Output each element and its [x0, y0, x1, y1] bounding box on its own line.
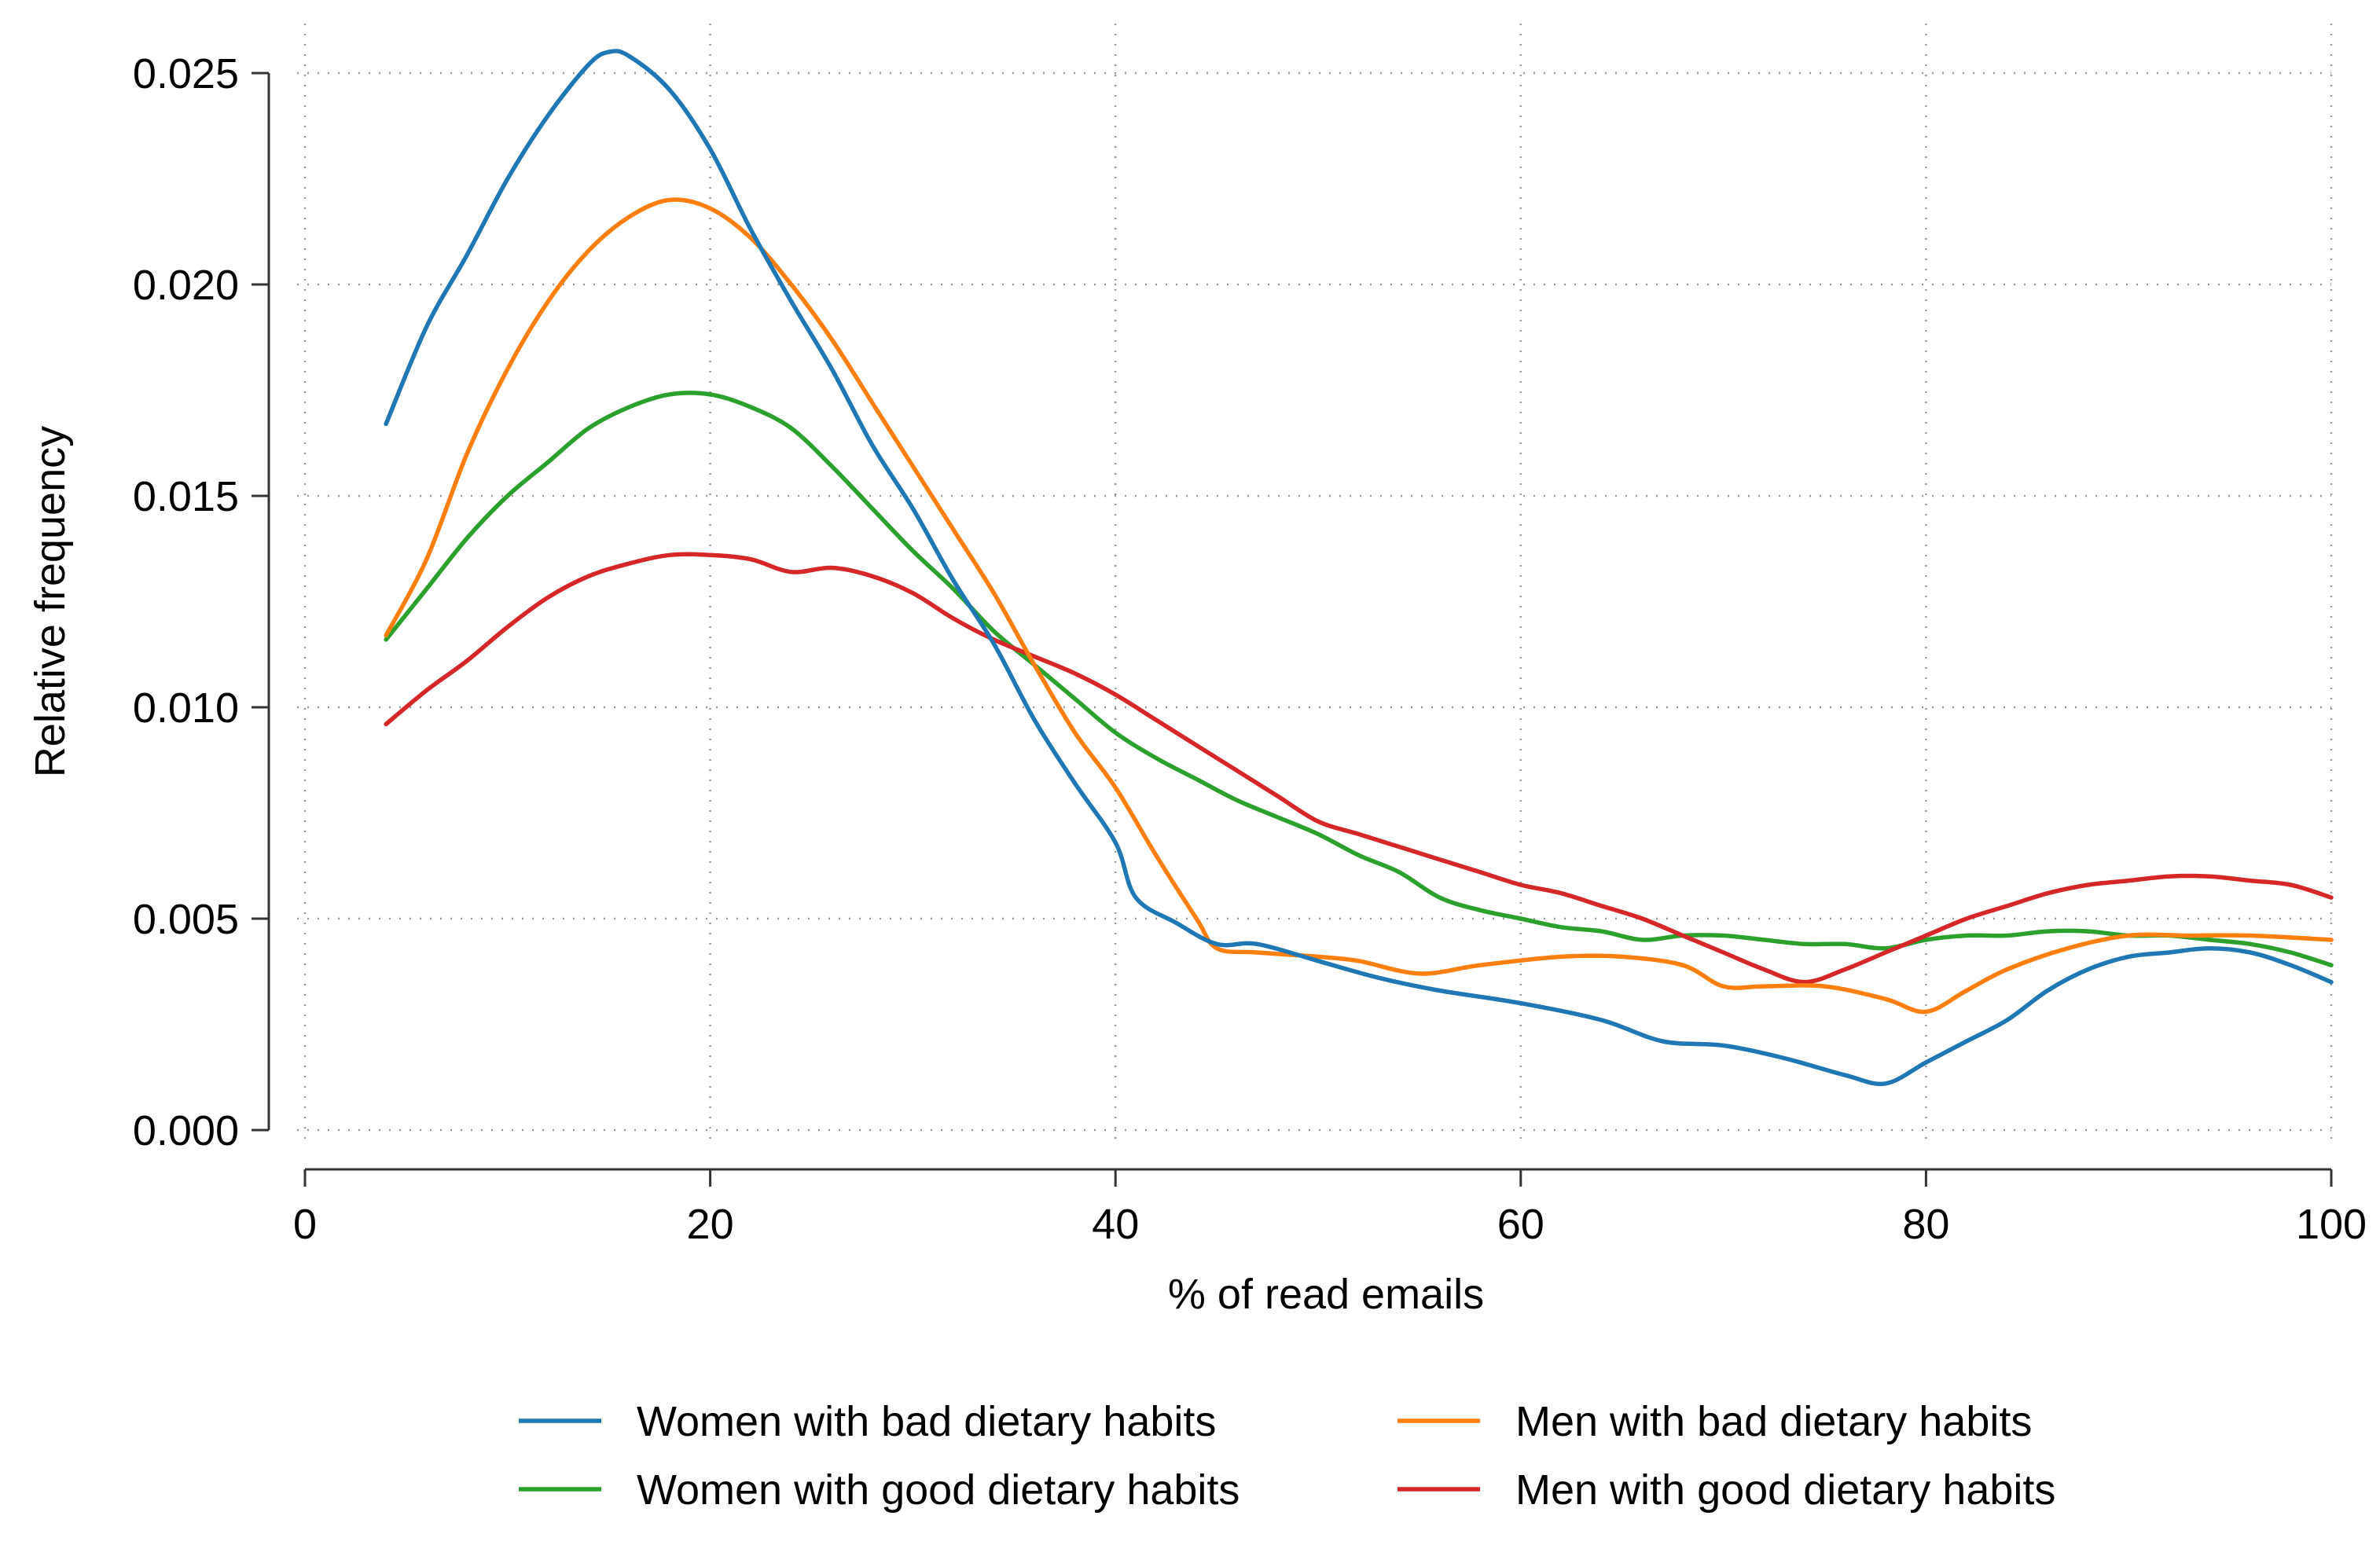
series-line-2: [384, 391, 2334, 967]
x-tick-label: 80: [1902, 1201, 1949, 1248]
y-tick-label: 0.005: [133, 896, 239, 943]
y-tick-label: 0.015: [133, 473, 239, 520]
series-line-0: [384, 49, 2334, 1087]
legend-item: Men with good dietary habits: [1398, 1466, 2055, 1514]
legend-label: Women with bad dietary habits: [637, 1398, 1216, 1445]
legend-label: Men with good dietary habits: [1515, 1466, 2055, 1514]
axes: [267, 73, 2331, 1171]
y-tick-label: 0.025: [133, 50, 239, 97]
x-tick-label: 0: [293, 1201, 317, 1248]
x-axis-title: % of read emails: [1168, 1271, 1484, 1318]
legend-item: Men with bad dietary habits: [1398, 1398, 2032, 1445]
series-line-1: [384, 197, 2334, 1015]
legend-label: Women with good dietary habits: [637, 1466, 1240, 1514]
grid: [297, 24, 2333, 1139]
legend-item: Women with bad dietary habits: [519, 1398, 1216, 1445]
legend-label: Men with bad dietary habits: [1515, 1398, 2032, 1445]
series-line-3: [384, 552, 2334, 985]
plot-series: [384, 49, 2334, 1087]
x-tick-label: 20: [687, 1201, 734, 1248]
y-tick-label: 0.000: [133, 1107, 239, 1154]
x-tick-label: 40: [1092, 1201, 1139, 1248]
y-axis-title: Relative frequency: [27, 426, 74, 777]
y-tick-label: 0.020: [133, 262, 239, 309]
legend-item: Women with good dietary habits: [519, 1466, 1240, 1514]
x-tick-label: 60: [1497, 1201, 1544, 1248]
x-axis-ticks: 0 20 40 60 80 100: [293, 1169, 2367, 1248]
legend: Women with bad dietary habits Men with ba…: [519, 1398, 2055, 1514]
x-tick-label: 100: [2296, 1201, 2367, 1248]
y-axis-ticks: 0.000 0.005 0.010 0.015 0.020 0.025: [133, 50, 269, 1154]
y-tick-label: 0.010: [133, 684, 239, 732]
